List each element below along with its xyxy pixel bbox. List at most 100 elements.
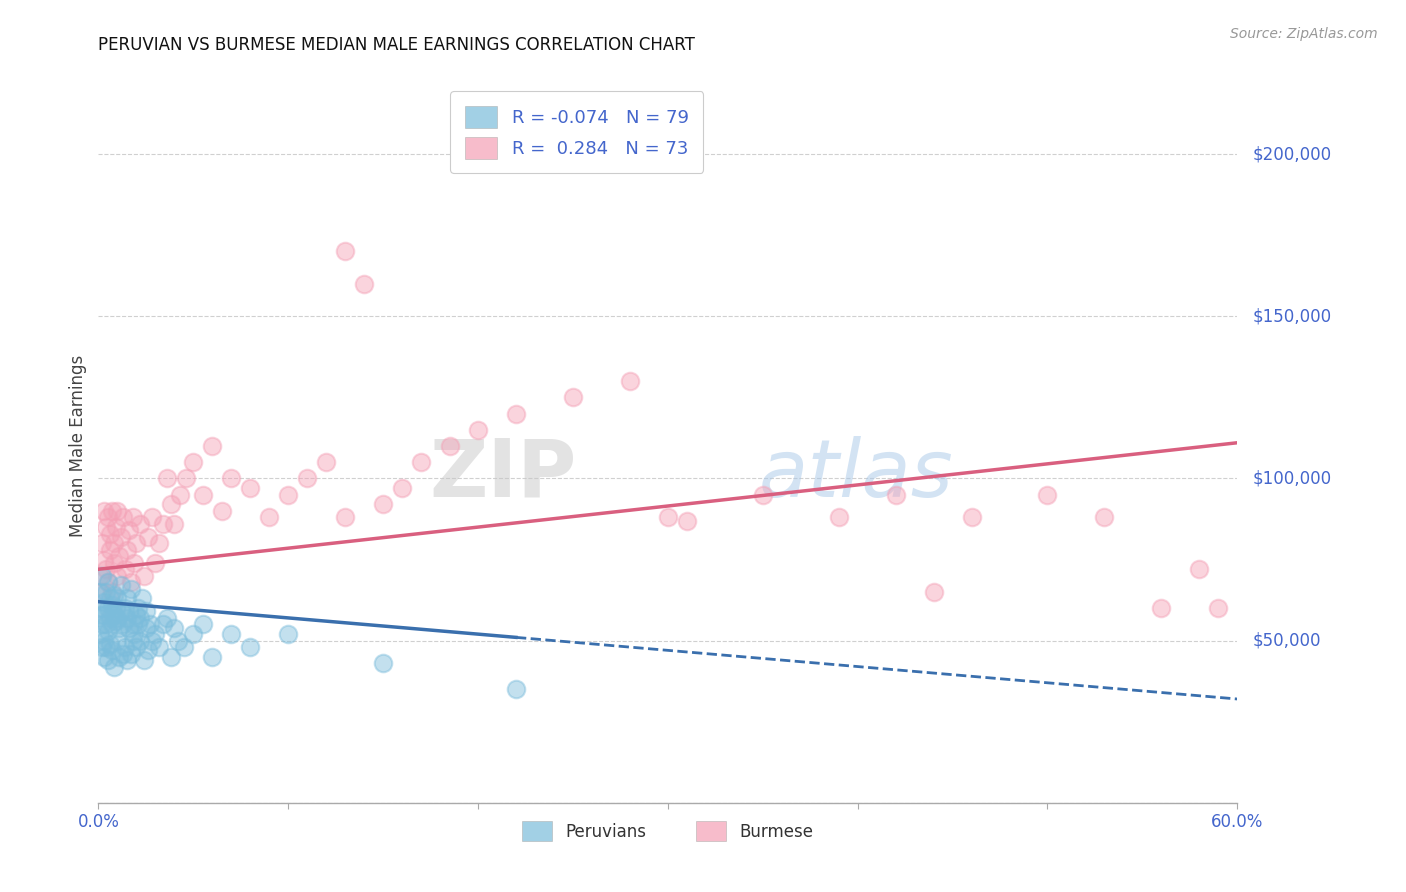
Point xyxy=(167,633,190,648)
Point xyxy=(163,516,186,531)
Point xyxy=(104,614,127,628)
Point xyxy=(159,497,181,511)
Point xyxy=(1094,510,1116,524)
Point xyxy=(89,585,111,599)
Point xyxy=(1208,601,1230,615)
Point xyxy=(114,640,136,654)
Point xyxy=(391,481,413,495)
Point xyxy=(107,611,129,625)
Point xyxy=(371,497,394,511)
Point xyxy=(277,627,299,641)
Point xyxy=(221,471,243,485)
Point xyxy=(335,510,357,524)
Point xyxy=(125,640,148,654)
Point xyxy=(110,530,132,544)
Point xyxy=(297,471,319,485)
Point xyxy=(100,585,122,599)
Text: PERUVIAN VS BURMESE MEDIAN MALE EARNINGS CORRELATION CHART: PERUVIAN VS BURMESE MEDIAN MALE EARNINGS… xyxy=(98,36,696,54)
Point xyxy=(91,568,114,582)
Point xyxy=(97,575,120,590)
Point xyxy=(129,516,152,531)
Text: $150,000: $150,000 xyxy=(1253,307,1331,326)
Point xyxy=(112,647,135,661)
Y-axis label: Median Male Earnings: Median Male Earnings xyxy=(69,355,87,537)
Point xyxy=(145,627,167,641)
Point xyxy=(94,640,117,654)
Point xyxy=(259,510,281,524)
Point xyxy=(94,617,117,632)
Point xyxy=(619,374,641,388)
Point xyxy=(145,556,167,570)
Text: Source: ZipAtlas.com: Source: ZipAtlas.com xyxy=(1230,27,1378,41)
Point xyxy=(93,504,115,518)
Text: $50,000: $50,000 xyxy=(1253,632,1322,649)
Point xyxy=(103,607,125,622)
Point xyxy=(100,598,122,612)
Point xyxy=(657,510,679,524)
Point xyxy=(93,633,115,648)
Text: atlas: atlas xyxy=(759,435,953,514)
Point xyxy=(884,488,907,502)
Point xyxy=(129,633,152,648)
Point xyxy=(118,604,141,618)
Point xyxy=(132,568,155,582)
Point xyxy=(97,510,120,524)
Text: ZIP: ZIP xyxy=(429,435,576,514)
Point xyxy=(135,604,157,618)
Point xyxy=(107,504,129,518)
Point xyxy=(121,633,143,648)
Point xyxy=(89,627,111,641)
Point xyxy=(173,640,195,654)
Point xyxy=(103,588,125,602)
Point xyxy=(120,647,142,661)
Point xyxy=(107,633,129,648)
Point xyxy=(156,611,179,625)
Point xyxy=(505,682,527,697)
Point xyxy=(115,653,138,667)
Point xyxy=(115,591,138,606)
Point xyxy=(191,617,214,632)
Point xyxy=(315,455,337,469)
Point xyxy=(135,621,157,635)
Point xyxy=(136,643,159,657)
Point xyxy=(159,649,181,664)
Point xyxy=(353,277,375,291)
Point xyxy=(562,390,585,404)
Point xyxy=(114,601,136,615)
Point xyxy=(98,542,121,557)
Point xyxy=(169,488,191,502)
Point xyxy=(141,510,163,524)
Point xyxy=(136,530,159,544)
Point xyxy=(108,649,131,664)
Point xyxy=(467,423,489,437)
Point xyxy=(1036,488,1059,502)
Point xyxy=(121,617,143,632)
Point xyxy=(97,624,120,638)
Point xyxy=(97,575,120,590)
Point xyxy=(163,621,186,635)
Point xyxy=(124,556,146,570)
Point xyxy=(93,595,115,609)
Point xyxy=(148,640,170,654)
Point xyxy=(129,611,152,625)
Point xyxy=(94,520,117,534)
Point xyxy=(100,617,122,632)
Point xyxy=(131,591,153,606)
Point xyxy=(120,575,142,590)
Point xyxy=(89,568,111,582)
Point xyxy=(107,591,129,606)
Point xyxy=(125,607,148,622)
Point xyxy=(91,585,114,599)
Point xyxy=(107,568,129,582)
Point xyxy=(922,585,945,599)
Point xyxy=(93,607,115,622)
Point xyxy=(1188,562,1211,576)
Point xyxy=(108,621,131,635)
Point xyxy=(118,621,141,635)
Point xyxy=(439,439,461,453)
Point xyxy=(121,510,143,524)
Point xyxy=(110,578,132,592)
Point xyxy=(239,640,262,654)
Point xyxy=(112,510,135,524)
Point xyxy=(138,617,160,632)
